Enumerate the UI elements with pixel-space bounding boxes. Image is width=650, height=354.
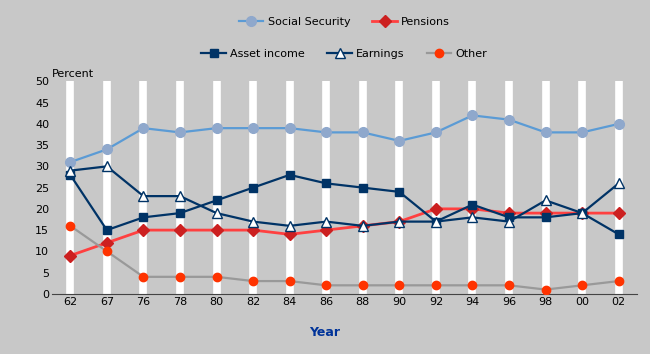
Text: Year: Year	[309, 326, 341, 339]
Text: Percent: Percent	[52, 69, 94, 79]
Legend: Asset income, Earnings, Other: Asset income, Earnings, Other	[197, 44, 492, 63]
